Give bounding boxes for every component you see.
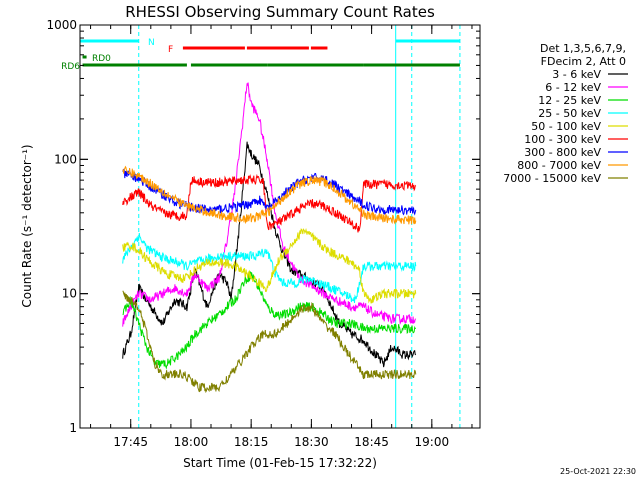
legend-label-3: 25 - 50 keV — [538, 107, 601, 120]
legend-label-5: 100 - 300 keV — [524, 133, 601, 146]
y-tick-label-1: 10 — [62, 287, 77, 301]
x-tick-label-2: 18:15 — [234, 435, 269, 449]
legend-header-0: Det 1,3,5,6,7,9, — [540, 42, 626, 55]
legend-label-6: 300 - 800 keV — [524, 146, 601, 159]
series-line-0 — [122, 141, 417, 368]
series-line-1 — [122, 82, 417, 327]
y-axis: 1 10 100 1000 — [46, 18, 480, 435]
flag-bars: N F RD0 RD6 — [61, 38, 460, 72]
chart-title: RHESSI Observing Summary Count Rates — [125, 3, 435, 21]
legend-label-8: 7000 - 15000 keV — [503, 172, 601, 185]
legend-label-2: 12 - 25 keV — [538, 94, 601, 107]
legend-header-1: FDecim 2, Att 0 — [541, 55, 626, 68]
legend: Det 1,3,5,6,7,9,FDecim 2, Att 03 - 6 keV… — [503, 42, 628, 185]
flag-label-rd0: RD0 — [92, 54, 111, 64]
x-axis: 17:45 18:00 18:15 18:30 18:45 19:00 — [90, 25, 473, 449]
series-line-4 — [122, 227, 417, 304]
series-line-5 — [122, 173, 417, 233]
y-tick-label-3: 1000 — [46, 18, 77, 32]
x-tick-label-3: 18:30 — [294, 435, 329, 449]
x-tick-label-4: 18:45 — [354, 435, 389, 449]
series-line-3 — [122, 233, 417, 304]
series-line-7 — [122, 165, 417, 225]
vertical-markers — [138, 25, 461, 428]
y-tick-label-0: 1 — [69, 421, 77, 435]
x-tick-label-5: 19:00 — [415, 435, 450, 449]
legend-label-7: 800 - 7000 keV — [517, 159, 601, 172]
y-tick-label-2: 100 — [54, 152, 77, 166]
series-lines — [122, 82, 417, 394]
series-line-2 — [122, 271, 416, 370]
plot-frame — [79, 24, 481, 429]
flag-label-rd6: RD6 — [61, 62, 80, 72]
legend-label-4: 50 - 100 keV — [531, 120, 601, 133]
series-line-8 — [122, 290, 417, 394]
flag-label-f: F — [168, 45, 173, 55]
x-tick-label-1: 18:00 — [174, 435, 209, 449]
series-line-6 — [122, 168, 417, 216]
timestamp: 25-Oct-2021 22:30 — [560, 467, 636, 476]
x-axis-label: Start Time (01-Feb-15 17:32:22) — [183, 456, 377, 470]
flag-label-n: N — [148, 38, 155, 48]
y-axis-label: Count Rate (s⁻¹ detector⁻¹) — [20, 144, 34, 307]
legend-label-1: 6 - 12 keV — [545, 81, 601, 94]
x-tick-label-0: 17:45 — [113, 435, 148, 449]
legend-label-0: 3 - 6 keV — [552, 68, 601, 81]
